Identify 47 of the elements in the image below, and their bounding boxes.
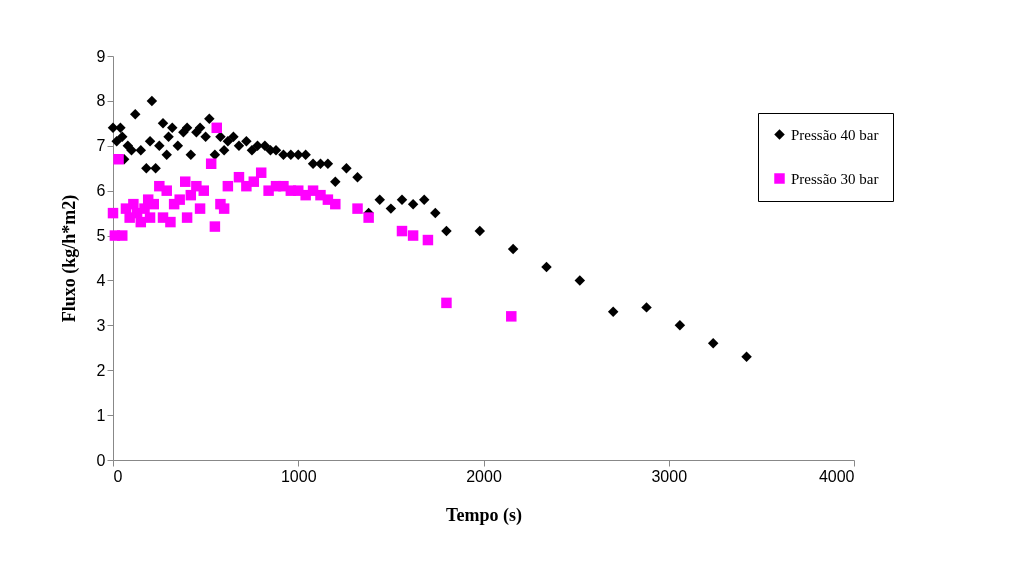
point [441, 297, 452, 309]
point [198, 185, 210, 196]
point [174, 194, 185, 205]
y-tick-label: 0 [96, 451, 106, 469]
y-tick-label: 4 [96, 271, 106, 289]
point [209, 221, 221, 232]
point [218, 203, 230, 214]
point [161, 185, 172, 196]
legend-label: Pressão 40 bar [791, 126, 879, 143]
x-axis-title: Tempo (s) [446, 504, 522, 526]
point [407, 230, 419, 241]
point [194, 203, 206, 214]
point [148, 198, 159, 210]
point [396, 225, 408, 237]
point [117, 230, 128, 241]
point [352, 203, 363, 214]
point [363, 212, 374, 223]
y-tick-label: 5 [96, 227, 106, 245]
point [180, 176, 191, 187]
y-tick-label: 7 [96, 137, 106, 155]
y-tick-label: 1 [96, 406, 106, 424]
point [330, 198, 341, 210]
point [181, 212, 193, 223]
y-tick-label: 9 [96, 47, 106, 65]
x-tick-label: 3000 [651, 467, 688, 485]
point [144, 212, 156, 223]
x-tick-label: 1000 [280, 467, 317, 485]
x-tick-label: 2000 [466, 467, 502, 485]
point [248, 176, 260, 187]
x-tick-label: 0 [113, 467, 123, 485]
legend-label: Pressão 30 bar [791, 170, 879, 187]
y-tick-label: 2 [96, 361, 106, 379]
y-tick-label: 6 [96, 182, 106, 200]
point [422, 234, 434, 246]
point [107, 207, 119, 219]
point [113, 154, 124, 165]
point [222, 180, 234, 192]
point [128, 198, 139, 210]
point [205, 158, 217, 169]
point [211, 122, 222, 134]
y-axis-title: Fluxo (kg/h*m2) [58, 194, 80, 323]
x-tick-label: 4000 [818, 467, 855, 485]
point [165, 216, 176, 228]
point [506, 311, 517, 322]
y-tick-label: 8 [96, 92, 106, 110]
point [255, 167, 267, 178]
y-tick-label: 3 [96, 316, 106, 334]
